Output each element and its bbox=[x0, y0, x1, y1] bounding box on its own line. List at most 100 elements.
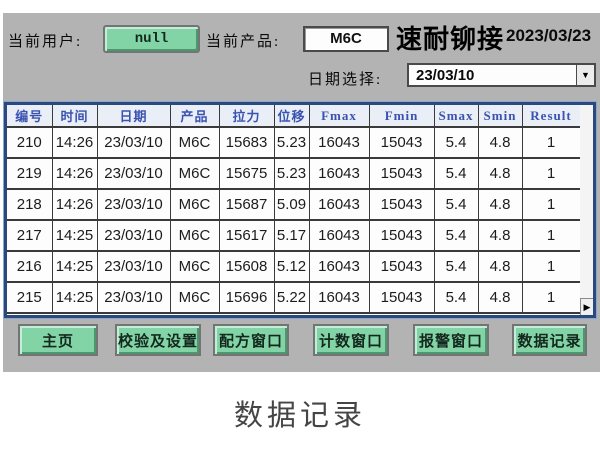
table-cell: 5.09 bbox=[274, 189, 310, 221]
nav-button-calibration-settings[interactable]: 校验及设置 bbox=[115, 324, 201, 356]
column-header: 拉力 bbox=[219, 105, 275, 128]
hmi-panel: 当前用户: null 当前产品: M6C 速耐铆接 2023/03/23 日期选… bbox=[3, 13, 600, 372]
column-header: Fmin bbox=[369, 105, 435, 128]
table-cell: 4.8 bbox=[478, 282, 523, 314]
table-row: 216 14:25 23/03/10 M6C 15608 5.12 16043 15043 5.… bbox=[7, 251, 581, 283]
table-cell: 210 bbox=[7, 127, 53, 159]
table-cell: 1 bbox=[522, 220, 581, 252]
scroll-right-icon: ▶ bbox=[583, 301, 591, 312]
table-cell: 216 bbox=[7, 251, 53, 283]
table-cell: 4.8 bbox=[478, 189, 523, 221]
system-date: 2023/03/23 bbox=[506, 26, 592, 45]
column-header: Smin bbox=[478, 105, 523, 128]
column-header: Smax bbox=[434, 105, 479, 128]
table-cell: 5.22 bbox=[274, 282, 310, 314]
table-row: 215 14:25 23/03/10 M6C 15696 5.22 16043 15043 5.… bbox=[7, 282, 581, 314]
column-header: 时间 bbox=[52, 105, 98, 128]
data-record-table: 编号 时间 日期 产品 拉力 位移 Fmax Fmin Smax Smin Result 210 14… bbox=[4, 102, 596, 318]
table-cell: 14:25 bbox=[52, 220, 98, 252]
table-cell: 5.4 bbox=[434, 282, 479, 314]
current-product-field[interactable]: M6C bbox=[303, 26, 389, 52]
table-cell: 15043 bbox=[369, 158, 435, 190]
table-cell: 5.4 bbox=[434, 251, 479, 283]
column-header: Result bbox=[522, 105, 581, 128]
table-cell: 15043 bbox=[369, 251, 435, 283]
nav-button-recipe-window[interactable]: 配方窗口 bbox=[213, 324, 289, 356]
table-cell: 16043 bbox=[309, 158, 370, 190]
table-cell: 1 bbox=[522, 158, 581, 190]
table-cell: 5.17 bbox=[274, 220, 310, 252]
table-row: 210 14:26 23/03/10 M6C 15683 5.23 16043 15043 5.… bbox=[7, 127, 581, 159]
column-header: 产品 bbox=[170, 105, 220, 128]
table-cell: 23/03/10 bbox=[97, 251, 171, 283]
table-cell: 16043 bbox=[309, 282, 370, 314]
nav-button-alarm-window[interactable]: 报警窗口 bbox=[413, 324, 489, 356]
table-cell: 1 bbox=[522, 251, 581, 283]
table-cell: 15043 bbox=[369, 189, 435, 221]
table-cell: 14:26 bbox=[52, 127, 98, 159]
table-cell: M6C bbox=[170, 158, 220, 190]
table-cell: 4.8 bbox=[478, 158, 523, 190]
chevron-down-icon[interactable]: ▼ bbox=[576, 65, 594, 85]
table-cell: 15683 bbox=[219, 127, 275, 159]
table-cell: 5.23 bbox=[274, 127, 310, 159]
table-cell: M6C bbox=[170, 189, 220, 221]
table-cell: 4.8 bbox=[478, 251, 523, 283]
table-cell: 16043 bbox=[309, 251, 370, 283]
h-scroll-strip[interactable]: ▶ bbox=[580, 105, 593, 315]
table-cell: 5.4 bbox=[434, 127, 479, 159]
table-header-row: 编号 时间 日期 产品 拉力 位移 Fmax Fmin Smax Smin Result bbox=[7, 105, 581, 128]
nav-button-count-window[interactable]: 计数窗口 bbox=[313, 324, 389, 356]
table-cell: M6C bbox=[170, 127, 220, 159]
table-cell: 15608 bbox=[219, 251, 275, 283]
table-cell: 15675 bbox=[219, 158, 275, 190]
table-cell: 5.4 bbox=[434, 158, 479, 190]
table-cell: 215 bbox=[7, 282, 53, 314]
scroll-right-button[interactable]: ▶ bbox=[580, 298, 593, 315]
table-cell: 1 bbox=[522, 127, 581, 159]
table-cell: M6C bbox=[170, 220, 220, 252]
nav-button-home[interactable]: 主页 bbox=[18, 324, 98, 356]
table-cell: 23/03/10 bbox=[97, 158, 171, 190]
table-cell: M6C bbox=[170, 282, 220, 314]
brand-title: 速耐铆接 bbox=[396, 24, 505, 54]
table-cell: 14:26 bbox=[52, 158, 98, 190]
table-cell: 15696 bbox=[219, 282, 275, 314]
table-cell: 16043 bbox=[309, 127, 370, 159]
date-select-label: 日期选择: bbox=[308, 72, 383, 88]
current-user-button[interactable]: null bbox=[103, 25, 200, 53]
table-cell: 15043 bbox=[369, 282, 435, 314]
table-cell: 14:25 bbox=[52, 282, 98, 314]
date-select-dropdown[interactable]: 23/03/10 ▼ bbox=[407, 63, 596, 87]
date-select-value: 23/03/10 bbox=[416, 66, 475, 84]
table-row: 218 14:26 23/03/10 M6C 15687 5.09 16043 15043 5.… bbox=[7, 189, 581, 221]
table-cell: 15687 bbox=[219, 189, 275, 221]
current-user-label: 当前用户: bbox=[8, 34, 83, 50]
table-cell: 1 bbox=[522, 282, 581, 314]
table-cell: 23/03/10 bbox=[97, 189, 171, 221]
table-cell: 15043 bbox=[369, 220, 435, 252]
page-caption: 数据记录 bbox=[233, 400, 366, 432]
table-cell: 15043 bbox=[369, 127, 435, 159]
table-cell: 15617 bbox=[219, 220, 275, 252]
table-cell: 4.8 bbox=[478, 127, 523, 159]
column-header: 编号 bbox=[7, 105, 53, 128]
column-header: Fmax bbox=[309, 105, 370, 128]
table-cell: 218 bbox=[7, 189, 53, 221]
column-header: 位移 bbox=[274, 105, 310, 128]
table-cell: 23/03/10 bbox=[97, 282, 171, 314]
table-cell: 14:25 bbox=[52, 251, 98, 283]
table-cell: 219 bbox=[7, 158, 53, 190]
table-cell: 16043 bbox=[309, 189, 370, 221]
table-cell: 23/03/10 bbox=[97, 220, 171, 252]
current-product-label: 当前产品: bbox=[206, 34, 281, 50]
table-cell: 5.4 bbox=[434, 189, 479, 221]
table-cell: 5.12 bbox=[274, 251, 310, 283]
table-cell: 4.8 bbox=[478, 220, 523, 252]
nav-button-data-record[interactable]: 数据记录 bbox=[512, 324, 587, 356]
table-cell: 16043 bbox=[309, 220, 370, 252]
table-row: 219 14:26 23/03/10 M6C 15675 5.23 16043 15043 5.… bbox=[7, 158, 581, 190]
table-cell: 5.4 bbox=[434, 220, 479, 252]
table-cell: 14:26 bbox=[52, 189, 98, 221]
table-cell: 5.23 bbox=[274, 158, 310, 190]
